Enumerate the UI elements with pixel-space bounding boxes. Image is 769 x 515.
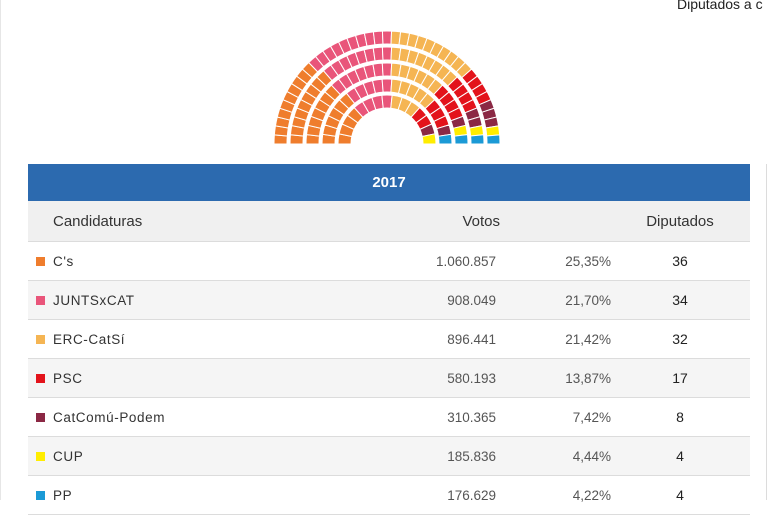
seats-value: 8 — [615, 397, 750, 437]
votes-value: 1.060.857 — [380, 241, 500, 281]
party-name: PSC — [53, 370, 83, 386]
table-row: CatComú-Podem 310.365 7,42% 8 — [28, 397, 750, 437]
parliament-hemicycle-chart — [273, 30, 501, 145]
votes-value: 896.441 — [380, 319, 500, 359]
percent-value: 7,42% — [500, 397, 615, 437]
party-color-swatch — [36, 451, 45, 461]
party-color-swatch — [36, 256, 45, 266]
seats-value: 36 — [615, 241, 750, 281]
hemicycle-seat — [381, 78, 393, 93]
table-row: JUNTSxCAT 908.049 21,70% 34 — [28, 280, 750, 320]
header-votes: Votos — [380, 201, 500, 242]
results-table: 2017 Candidaturas Votos Diputados C's 1.… — [28, 164, 750, 515]
seats-value: 34 — [615, 280, 750, 320]
party-name-cell: PP — [28, 475, 380, 515]
hemicycle-seat — [486, 134, 501, 145]
hemicycle-seat — [381, 62, 393, 77]
header-candidates: Candidaturas — [28, 201, 380, 242]
votes-value: 185.836 — [380, 436, 500, 476]
percent-value: 21,70% — [500, 280, 615, 320]
hemicycle-seat — [421, 133, 437, 145]
party-color-swatch — [36, 412, 45, 422]
party-name: JUNTSxCAT — [53, 292, 135, 308]
seats-value: 17 — [615, 358, 750, 398]
party-name: CUP — [53, 448, 84, 464]
party-name-cell: CUP — [28, 436, 380, 476]
chart-caption: Diputados a c — [677, 0, 763, 12]
party-name-cell: ERC-CatSí — [28, 319, 380, 359]
seats-value: 32 — [615, 319, 750, 359]
hemicycle-seat — [372, 30, 384, 46]
right-border — [766, 164, 767, 500]
party-name-cell: PSC — [28, 358, 380, 398]
party-color-swatch — [36, 295, 45, 305]
hemicycle-seat — [468, 125, 485, 137]
party-name: C's — [53, 253, 74, 269]
votes-value: 176.629 — [380, 475, 500, 515]
table-row: C's 1.060.857 25,35% 36 — [28, 241, 750, 281]
table-row: CUP 185.836 4,44% 4 — [28, 436, 750, 476]
table-row: ERC-CatSí 896.441 21,42% 32 — [28, 319, 750, 359]
hemicycle-seat — [470, 134, 485, 145]
hemicycle-seat — [437, 133, 453, 145]
party-color-swatch — [36, 334, 45, 344]
percent-value: 4,22% — [500, 475, 615, 515]
hemicycle-seat — [381, 46, 393, 61]
hemicycle-seat — [381, 30, 393, 45]
header-seats: Diputados — [615, 201, 750, 242]
hemicycle-seat — [485, 125, 501, 137]
votes-value: 580.193 — [380, 358, 500, 398]
party-name: PP — [53, 487, 73, 503]
percent-value: 21,42% — [500, 319, 615, 359]
votes-value: 310.365 — [380, 397, 500, 437]
column-header-row: Candidaturas Votos Diputados — [28, 201, 750, 242]
seats-value: 4 — [615, 475, 750, 515]
party-color-swatch — [36, 373, 45, 383]
votes-value: 908.049 — [380, 280, 500, 320]
percent-value: 25,35% — [500, 241, 615, 281]
hemicycle-seat — [372, 62, 384, 78]
table-row: PP 176.629 4,22% 4 — [28, 475, 750, 515]
hemicycle-seat — [372, 46, 384, 62]
party-name-cell: JUNTSxCAT — [28, 280, 380, 320]
party-name-cell: C's — [28, 241, 380, 281]
page-left-border — [0, 0, 1, 500]
party-color-swatch — [36, 490, 45, 500]
hemicycle-seat — [453, 134, 469, 145]
year-header-row: 2017 — [28, 164, 750, 201]
party-name: ERC-CatSí — [53, 331, 126, 347]
percent-value: 4,44% — [500, 436, 615, 476]
table-row: PSC 580.193 13,87% 17 — [28, 358, 750, 398]
percent-value: 13,87% — [500, 358, 615, 398]
party-name: CatComú-Podem — [53, 409, 166, 425]
header-percent — [500, 201, 615, 242]
seats-value: 4 — [615, 436, 750, 476]
year-label: 2017 — [28, 164, 750, 201]
party-name-cell: CatComú-Podem — [28, 397, 380, 437]
